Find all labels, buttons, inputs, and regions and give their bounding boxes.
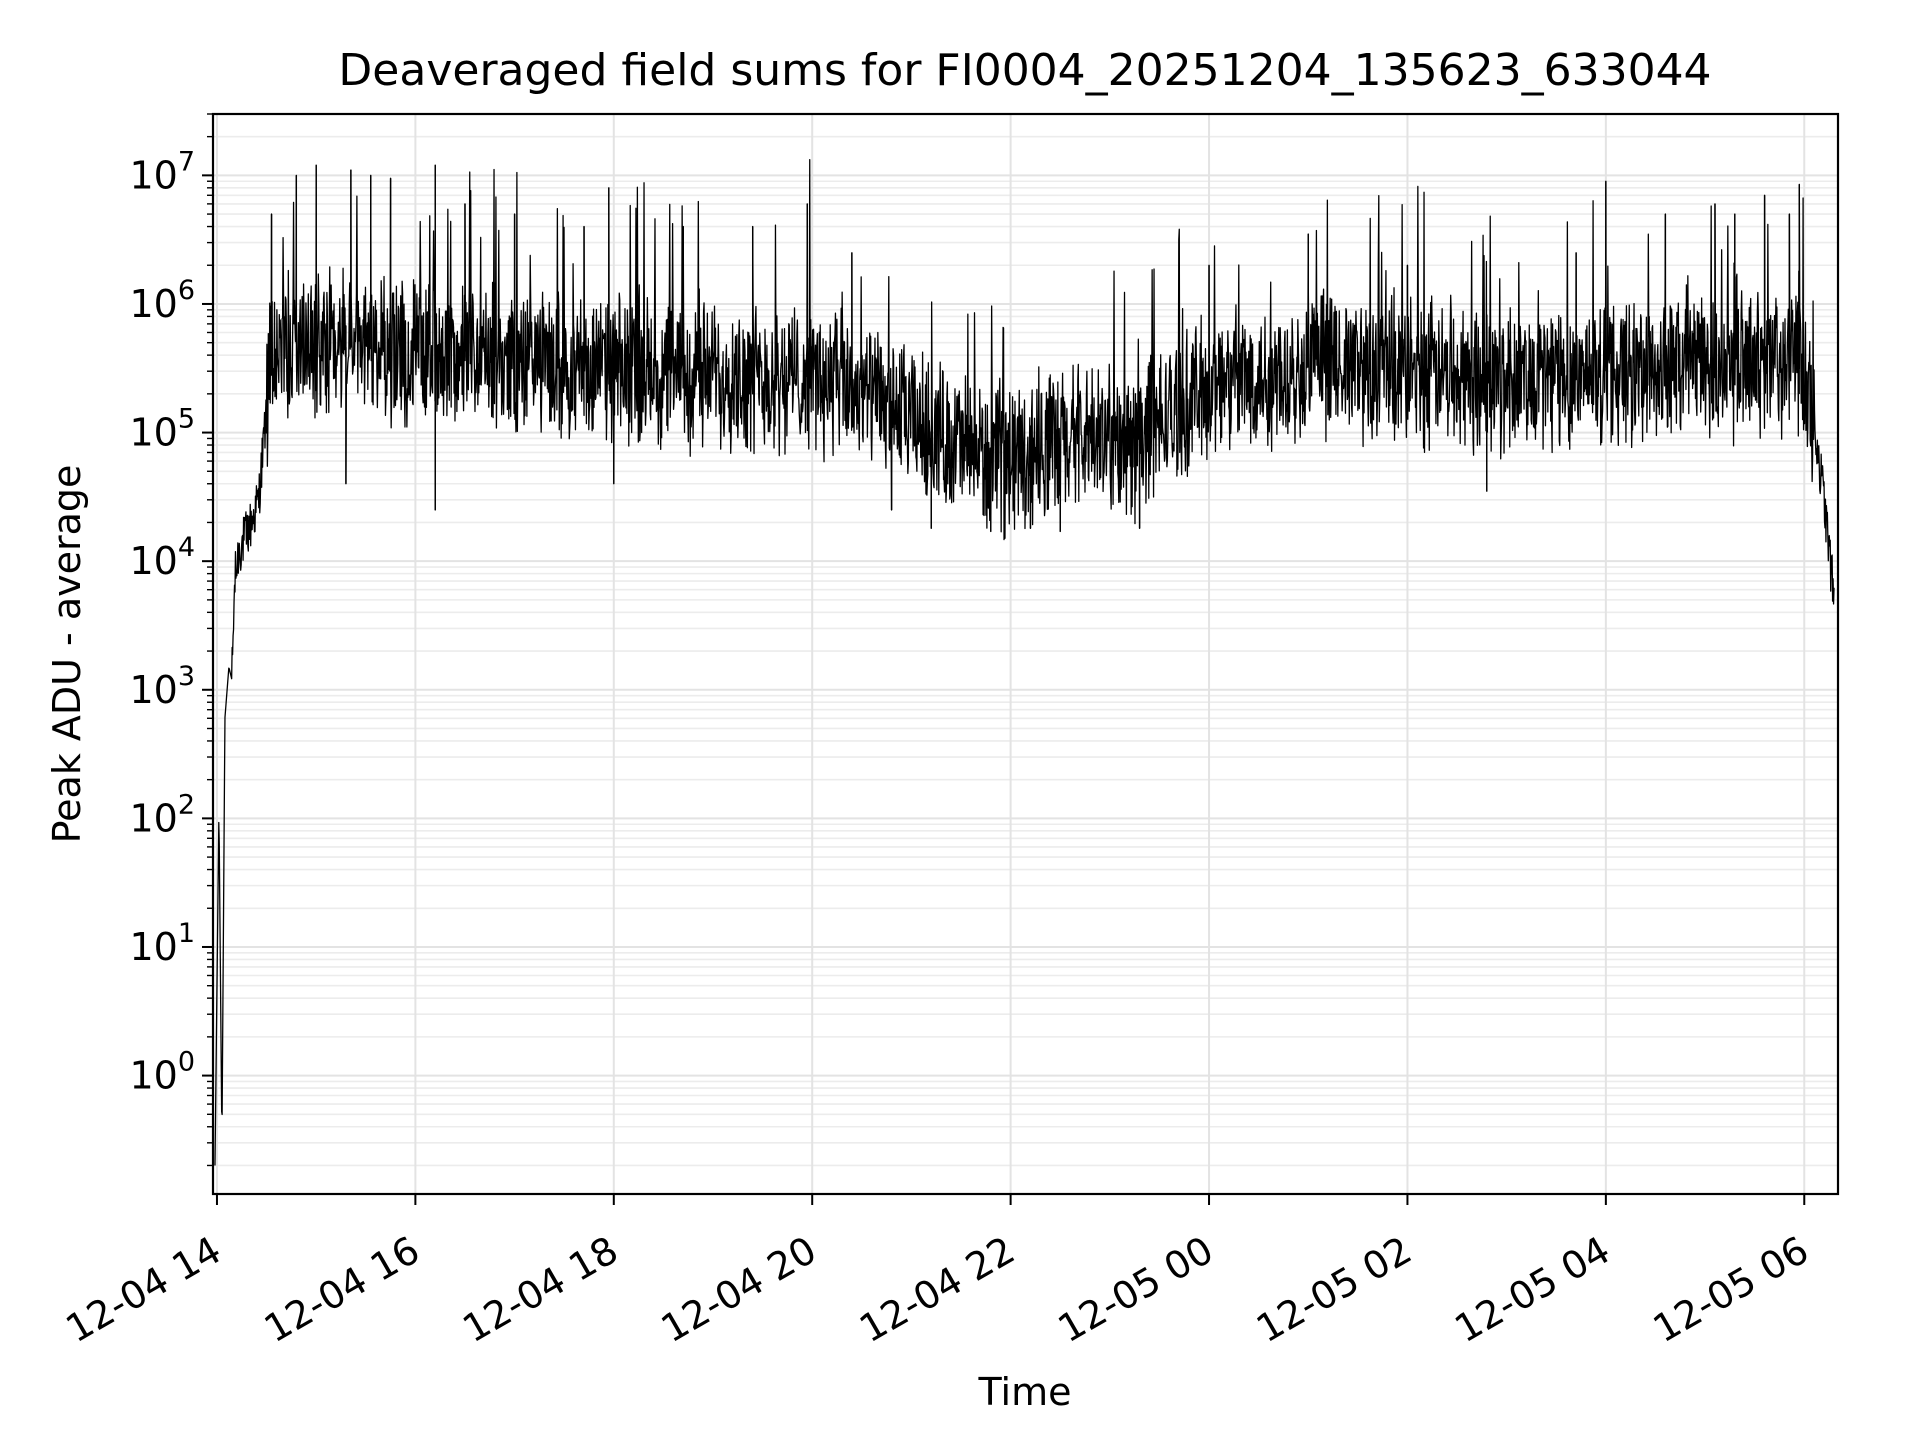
grid xyxy=(213,113,1838,1194)
y-tick-label: 105 xyxy=(129,404,195,455)
y-axis-label: Peak ADU - average xyxy=(45,465,89,844)
y-tick-label: 102 xyxy=(129,789,195,840)
y-tick-label: 106 xyxy=(129,275,195,326)
x-axis-label: Time xyxy=(978,1370,1072,1414)
y-tick-label: 101 xyxy=(129,918,195,969)
y-tick-label: 103 xyxy=(129,661,195,712)
y-tick-label: 107 xyxy=(129,146,195,197)
plot-frame xyxy=(211,112,1840,1196)
chart-title: Deaveraged field sums for FI0004_2025120… xyxy=(338,45,1711,96)
y-tick-label: 104 xyxy=(129,532,195,583)
y-tick-label: 100 xyxy=(129,1047,195,1098)
series-layer xyxy=(214,159,1835,1166)
series-line xyxy=(214,159,1835,1166)
